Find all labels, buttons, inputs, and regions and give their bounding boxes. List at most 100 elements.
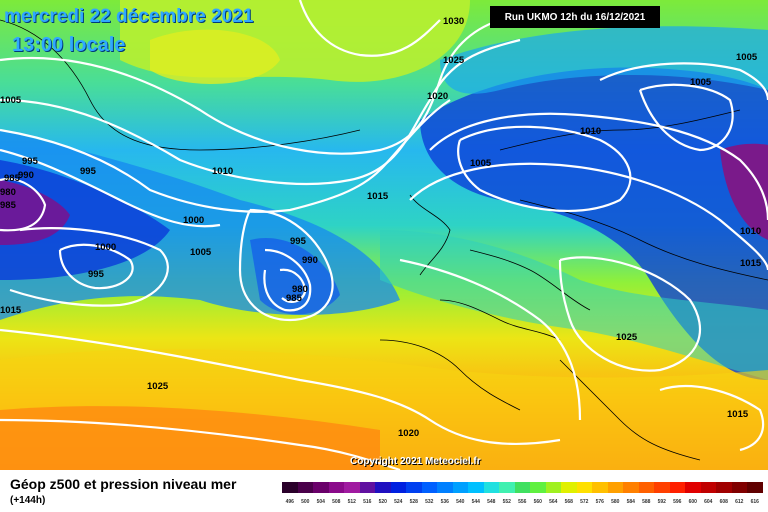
forecast-local-time: 13:00 locale [12, 34, 126, 56]
legend-swatch [545, 482, 561, 493]
model-run-label: Run UKMO 12h du 16/12/2021 [490, 6, 660, 28]
legend-value: 556 [518, 499, 527, 505]
isobar-label: 990 [18, 170, 34, 181]
color-scale-labels: 496 500 504 508 512 516 520 524 528 532 536 540 544 5… [282, 499, 763, 505]
legend-swatch [685, 482, 701, 493]
isobar-label: 1020 [427, 91, 448, 102]
legend-value: 548 [487, 499, 496, 505]
legend-value: 572 [580, 499, 589, 505]
legend-swatch [313, 482, 329, 493]
legend-swatch [576, 482, 592, 493]
legend-swatch [483, 482, 499, 493]
isobar-label: 1005 [190, 247, 212, 258]
legend-value: 564 [549, 499, 558, 505]
legend-swatch [344, 482, 360, 493]
legend-swatch [328, 482, 344, 493]
isobar-label: 995 [290, 236, 307, 247]
forecast-date: mercredi 22 décembre 2021 [4, 6, 254, 27]
legend-swatch [437, 482, 453, 493]
isobar-label: 1005 [690, 77, 712, 88]
legend-footer: Géop z500 et pression niveau mer (+144h)… [0, 470, 768, 512]
legend-swatch [297, 482, 313, 493]
isobar-label: 1010 [212, 166, 233, 177]
blue-low-center [250, 238, 340, 315]
isobar-label: 1015 [367, 191, 389, 202]
isobar-label: 1025 [616, 332, 638, 343]
legend-swatch [623, 482, 639, 493]
isobar-label: 1015 [727, 409, 749, 420]
legend-value: 512 [347, 499, 356, 505]
legend-value: 528 [409, 499, 418, 505]
legend-value: 524 [394, 499, 403, 505]
isobars [0, 0, 768, 470]
legend-swatch [700, 482, 716, 493]
isobar-label: 1010 [740, 226, 761, 237]
legend-swatch [514, 482, 530, 493]
isobar-label: 980 [0, 187, 16, 198]
legend-swatch [390, 482, 406, 493]
legend-value: 532 [425, 499, 434, 505]
legend-value: 552 [502, 499, 511, 505]
isobar-label: 1010 [580, 126, 601, 137]
deep-blue-west [0, 160, 170, 280]
legend-value: 508 [332, 499, 341, 505]
legend-value: 516 [363, 499, 372, 505]
isobar-label: 1030 [443, 16, 464, 27]
yellow-patch-north [150, 29, 280, 84]
isobar-label: 1005 [0, 95, 22, 106]
legend-value: 520 [378, 499, 387, 505]
legend-swatch [669, 482, 685, 493]
legend-value: 592 [657, 499, 666, 505]
isobar-label: 1025 [147, 381, 169, 392]
copyright-text: Copyright 2021 Meteociel.fr [350, 456, 481, 467]
color-scale [282, 482, 763, 493]
legend-value: 576 [595, 499, 604, 505]
legend-swatch [375, 482, 391, 493]
coastlines [0, 19, 768, 461]
isobar-label: 980 [292, 284, 308, 295]
legend-value: 536 [440, 499, 449, 505]
isobar-label: 985 [0, 200, 17, 211]
purple-low-east [720, 143, 768, 240]
isobar-label: 1005 [470, 158, 492, 169]
legend-swatch [421, 482, 437, 493]
isobar-label: 1020 [398, 428, 419, 439]
legend-value: 600 [688, 499, 697, 505]
isobar-label: 1025 [443, 55, 465, 66]
legend-value: 616 [750, 499, 759, 505]
legend-swatch [452, 482, 468, 493]
legend-swatch [731, 482, 747, 493]
isobar-label: 1000 [183, 215, 204, 226]
legend-swatch [359, 482, 375, 493]
legend-value: 608 [719, 499, 728, 505]
legend-swatch [406, 482, 422, 493]
legend-value: 544 [471, 499, 480, 505]
legend-swatch [716, 482, 732, 493]
legend-value: 560 [533, 499, 542, 505]
legend-value: 504 [316, 499, 325, 505]
legend-swatch [747, 482, 763, 493]
legend-swatch [638, 482, 654, 493]
legend-value: 588 [642, 499, 651, 505]
isobar-label: 995 [88, 269, 105, 280]
isobar-labels: 1030 1025 1020 1005 1005 1010 1005 995 9… [0, 16, 762, 439]
legend-swatch [654, 482, 670, 493]
light-blue-ring-east [440, 26, 768, 94]
isobar-label: 995 [80, 166, 97, 177]
isobar-label: 1015 [0, 305, 22, 316]
legend-value: 580 [611, 499, 620, 505]
isobar-label: 1015 [740, 258, 762, 269]
legend-value: 500 [301, 499, 310, 505]
map-title: Géop z500 et pression niveau mer [10, 476, 237, 492]
cyan-band-central [380, 230, 768, 380]
legend-value: 584 [626, 499, 635, 505]
legend-swatch [607, 482, 623, 493]
legend-value: 612 [735, 499, 744, 505]
weather-map: 1030 1025 1020 1005 1005 1010 1005 995 9… [0, 0, 768, 470]
isobar-label: 995 [22, 156, 39, 167]
isobar-label: 1005 [736, 52, 758, 63]
legend-swatch [499, 482, 515, 493]
forecast-range: (+144h) [10, 495, 46, 506]
legend-swatch [468, 482, 484, 493]
legend-value: 540 [456, 499, 465, 505]
